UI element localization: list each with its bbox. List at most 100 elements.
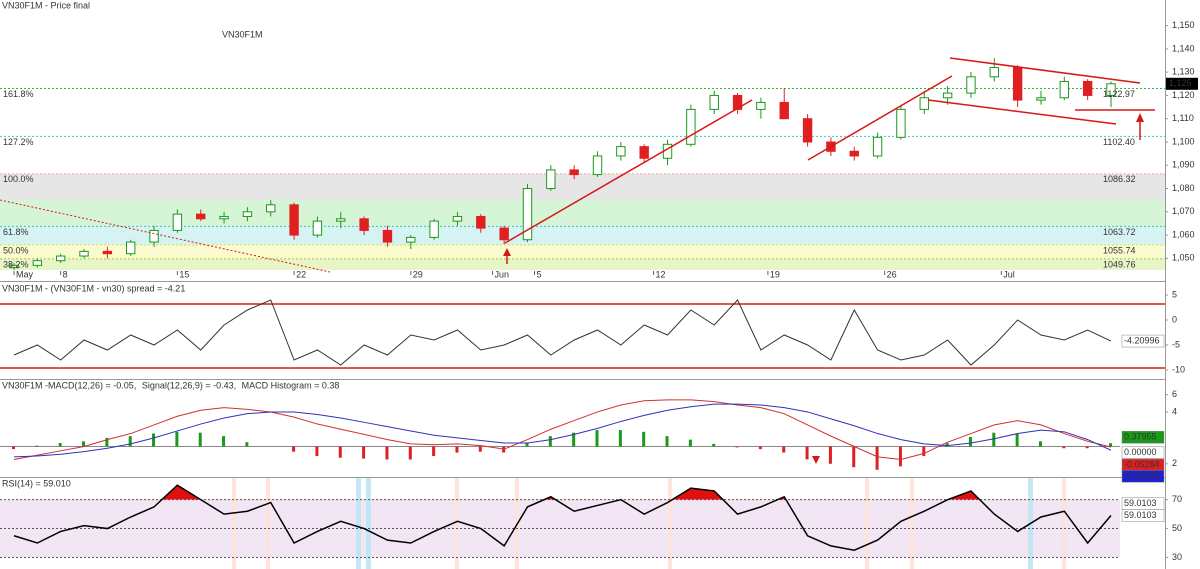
y-tick-label: 1,150 [1172,20,1195,30]
histogram-bar [898,446,902,467]
band [865,478,869,569]
line [13,403,1112,458]
band [910,478,914,569]
histogram-bar [525,443,529,447]
plot [0,58,1165,558]
histogram-bar [665,436,669,447]
band [1062,478,1066,569]
histogram-bar [968,437,972,447]
x-tick-label: 29 [413,269,423,279]
histogram-bar [595,430,599,447]
band [366,478,371,569]
channel-line [949,57,1141,84]
candle-body [359,218,369,231]
candle-body [756,101,766,110]
histogram-bar [548,436,552,447]
candle-body [499,227,509,241]
histogram-bar [1038,441,1042,447]
histogram-bar [105,437,109,447]
fib-zone [0,245,1165,259]
histogram-bar [82,441,86,447]
candle-body [1106,83,1116,96]
band [668,478,672,569]
candle-body [522,188,533,241]
chart-annotation: VN30F1M [222,29,263,39]
channel-line [927,99,1117,125]
candle-body [312,220,323,236]
band [232,478,236,569]
y-tick-label: 1,090 [1172,160,1195,170]
histogram-bar [338,446,342,458]
y-tick-label: 50 [1172,523,1182,533]
histogram-bar [1085,446,1089,449]
histogram-bar [1062,446,1066,449]
value-tag [1121,469,1165,483]
legend-entry: MACD Histogram = 0.38 [242,380,340,390]
candle-body [919,97,929,110]
y-tick-label: 1,110 [1172,113,1194,123]
histogram-bar [688,439,692,447]
panel-title: VN30F1M - Price final [2,0,90,10]
histogram-bar [385,446,389,460]
y-tick-label: 1,130 [1172,67,1195,77]
y-tick-label: 6 [1172,389,1177,399]
value-tag [1121,430,1165,444]
candle-body [592,155,603,176]
candle-body [336,218,346,222]
fib-value: 1086.32 [1103,174,1136,184]
x-tick-label: Jun [494,269,509,279]
histogram-bar [735,446,739,448]
fib-name: 161.8% [3,89,34,99]
candle-body [1012,67,1023,101]
fib-value: 1049.76 [1103,259,1136,269]
price-tag-label: 1,125 [1169,78,1192,88]
fib-value: 1102.40 [1103,137,1135,147]
candle-body [802,118,813,143]
histogram-bar [222,436,226,447]
value-tag-label: 59.0103 [1124,510,1157,520]
histogram-bar [292,446,296,452]
y-tick-label: 1,140 [1172,43,1195,53]
x-tick-label: 12 [656,269,666,279]
fib-name: 50.0% [3,245,29,255]
band [455,478,459,569]
histogram-bar [315,446,319,456]
histogram-bar [758,446,762,450]
y-tick-label: 1,070 [1172,206,1195,216]
histogram-bar [502,446,506,453]
arrow-head [1136,113,1144,122]
candle-body [79,250,89,257]
histogram-bar [152,433,156,447]
y-tick-label: 5 [1172,289,1177,299]
legend-separator: , [234,380,239,390]
candle-body [9,264,19,269]
candle-body [896,108,906,138]
fib-name: 100.0% [3,174,34,184]
band [266,478,270,569]
candle-body [149,229,159,243]
candle-body [1082,80,1093,96]
x-tick-label: 22 [296,269,306,279]
candle-body [172,213,183,231]
band [356,478,361,569]
value-tag-label: 0.37955 [1124,432,1157,442]
candle-body [989,67,999,78]
histogram-bar [432,446,436,456]
fib-name: 127.2% [3,137,34,147]
candle-body [196,213,206,220]
histogram-bar [12,446,16,450]
fib-value: 1063.72 [1103,227,1136,237]
x-tick-label: 15 [179,269,189,279]
fib-value: 1122.97 [1103,89,1135,99]
trend-line [807,75,953,161]
histogram-bar [58,443,62,447]
legend-separator: , [134,380,139,390]
x-tick-label: 8 [63,269,68,279]
value-tag-label: -4.20996 [1124,335,1160,345]
candle-body [942,92,953,99]
frame [0,0,1166,569]
histogram-bar [805,446,809,460]
histogram-bar [992,432,996,447]
candle-body [382,229,393,243]
